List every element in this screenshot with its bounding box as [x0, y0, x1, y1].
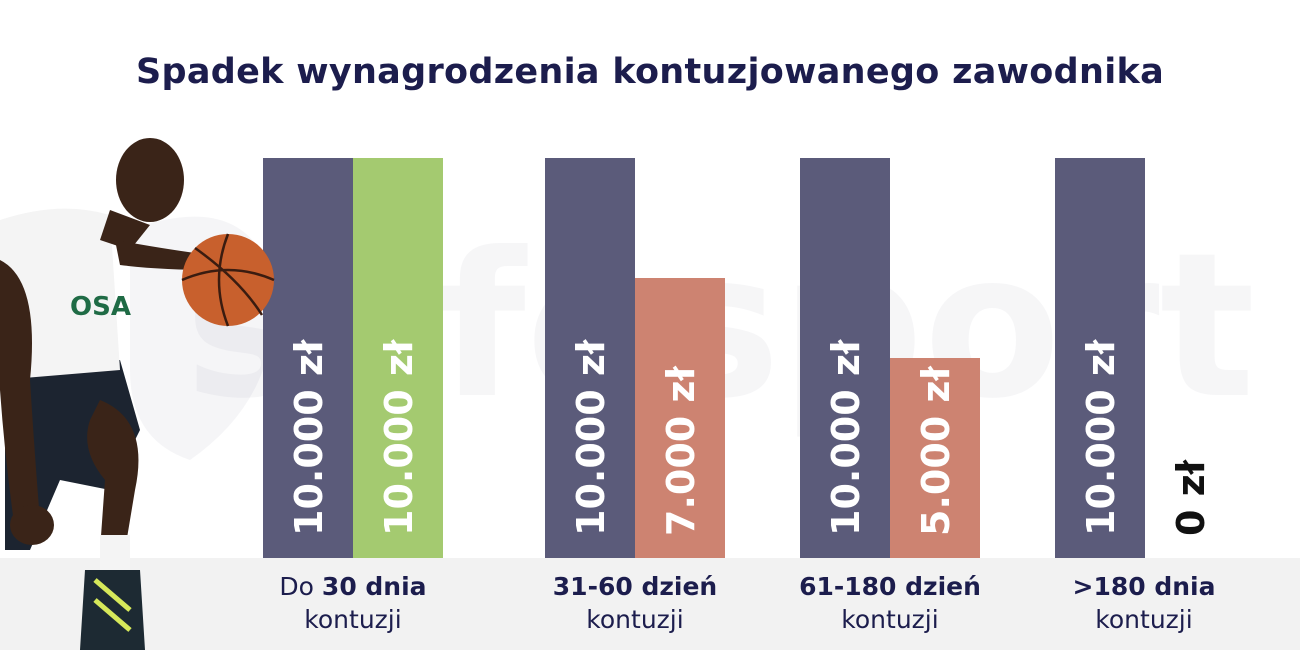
bar-value-label-s2-c4: 0 zł [1169, 459, 1213, 536]
bar-s1-c2 [545, 158, 635, 558]
bar-s1-c4 [1055, 158, 1145, 558]
ground-strip [0, 558, 1300, 650]
bar-s2-c2 [635, 278, 725, 558]
category-label-3-bold: 61-180 dzień [799, 572, 981, 601]
category-label-4-bold: >180 dnia [1072, 572, 1216, 601]
bar-s2-c1 [353, 158, 443, 558]
bar-s1-c1 [263, 158, 353, 558]
category-label-1-bold: 30 dnia [321, 572, 427, 601]
bar-value-label-s2-c2: 7.000 zł [659, 365, 703, 536]
svg-text:OSA: OSA [70, 292, 131, 322]
bar-value-label-s1-c1: 10.000 zł [287, 339, 331, 536]
category-label-2: 31-60 dzień kontuzji [505, 570, 765, 636]
category-label-3-line2: kontuzji [841, 605, 939, 634]
category-label-1-line2: kontuzji [304, 605, 402, 634]
bar-s1-c3 [800, 158, 890, 558]
bar-value-label-s2-c3: 5.000 zł [914, 365, 958, 536]
category-label-4-line2: kontuzji [1095, 605, 1193, 634]
category-label-4: >180 dnia kontuzji [1014, 570, 1274, 636]
category-label-3: 61-180 dzień kontuzji [760, 570, 1020, 636]
bar-s2-c3 [890, 358, 980, 558]
category-label-2-line2: kontuzji [586, 605, 684, 634]
bar-value-label-s1-c3: 10.000 zł [824, 339, 868, 536]
bar-value-label-s2-c1: 10.000 zł [377, 339, 421, 536]
basketball-player-illustration: OSA [0, 138, 275, 650]
category-label-1: Do 30 dnia kontuzji [223, 570, 483, 636]
chart-title: Spadek wynagrodzenia kontuzjowanego zawo… [135, 52, 1165, 92]
category-label-1-prefix: Do [279, 572, 322, 601]
bar-value-label-s1-c2: 10.000 zł [569, 339, 613, 536]
bar-value-label-s1-c4: 10.000 zł [1079, 339, 1123, 536]
category-label-2-bold: 31-60 dzień [552, 572, 718, 601]
